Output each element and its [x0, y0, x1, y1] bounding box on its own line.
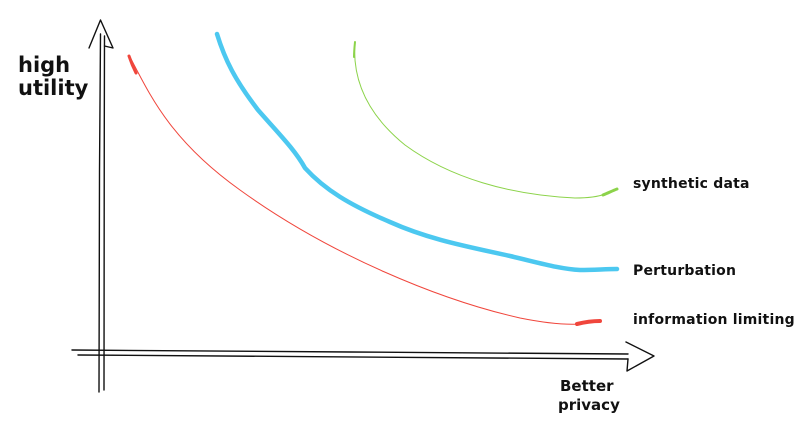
label-perturbation: Perturbation [633, 263, 737, 279]
x-axis-shaft [71, 349, 629, 355]
y-axis [88, 19, 114, 393]
x-axis-label: Better privacy [558, 377, 620, 415]
label-synthetic-data: synthetic data [633, 176, 750, 192]
y-axis-label-line2: utility [18, 76, 89, 100]
x-axis-arrowhead [625, 341, 655, 372]
label-information-limiting: information limiting [633, 312, 795, 328]
y-axis-label-line1: high [18, 53, 71, 77]
x-axis-label-line1: Better [560, 377, 614, 395]
curve-information-limiting [129, 56, 581, 325]
curve-synthetic-data [354, 41, 606, 199]
y-axis-label: high utility [18, 54, 88, 100]
y-axis-shaft [98, 33, 102, 393]
curve-synthetic-data-head [353, 41, 356, 58]
x-axis-label-line2: privacy [558, 396, 620, 414]
y-axis-shaft-inner [103, 35, 106, 391]
x-axis [71, 341, 655, 372]
curve-information-limiting-head [127, 54, 138, 75]
y-axis-arrowhead [88, 19, 114, 49]
x-axis-shaft-inner [77, 354, 629, 360]
curve-synthetic-data-tail [601, 187, 619, 197]
curve-perturbation [214, 31, 620, 273]
curve-information-limiting-tail [575, 319, 602, 326]
